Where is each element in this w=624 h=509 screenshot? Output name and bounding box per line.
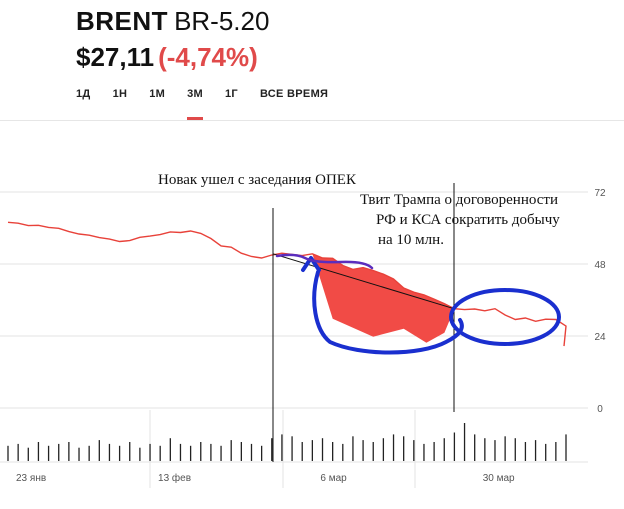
tab-1w[interactable]: 1Н	[112, 88, 128, 100]
hand-drawn-annotations	[275, 253, 561, 355]
chart-grid	[0, 191, 588, 488]
hand-drawn-highlight-stroke	[275, 253, 374, 270]
tab-all-time[interactable]: ВСЕ ВРЕМЯ	[259, 88, 329, 100]
ticker-title: BRENT BR-5.20	[76, 6, 269, 37]
hand-drawn-arrow-head	[301, 256, 321, 272]
y-tick-label: 48	[594, 260, 606, 271]
tab-1y[interactable]: 1Г	[225, 88, 238, 100]
volume-bars	[7, 423, 567, 461]
y-tick-label: 0	[597, 404, 603, 415]
y-tick-label: 72	[594, 188, 606, 199]
timeframe-tabs: 1Д 1Н 1М 3М 1Г ВСЕ ВРЕМЯ	[76, 88, 350, 120]
hand-drawn-arrow-curve	[312, 270, 464, 355]
x-tick-label: 13 фев	[158, 472, 191, 484]
event-markers	[272, 183, 455, 462]
annotation-trump-line-3: на 10 млн.	[378, 232, 444, 248]
price-change: (-4,74%)	[158, 42, 258, 72]
y-tick-label: 24	[594, 332, 606, 343]
tab-3m[interactable]: 3М	[187, 88, 204, 120]
hand-drawn-circle	[449, 288, 561, 346]
tab-1d[interactable]: 1Д	[76, 88, 91, 100]
annotation-novak: Новак ушел с заседания ОПЕК	[158, 172, 357, 188]
header-divider	[0, 120, 624, 121]
ticker-code: BR-5.20	[174, 6, 270, 36]
trend-line	[272, 253, 455, 310]
annotation-trump-line-1: Твит Трампа о договоренности	[360, 192, 558, 208]
x-tick-label: 6 мар	[320, 473, 347, 484]
x-axis-labels: 23 янв 13 фев 6 мар 30 мар	[16, 472, 515, 484]
annotation-trump-line-2: РФ и КСА сократить добычу	[376, 212, 560, 228]
x-tick-label: 23 янв	[16, 473, 46, 484]
price-value: $27,11	[76, 42, 155, 72]
y-axis-labels: 0 24 48 72	[594, 188, 606, 415]
x-tick-label: 30 мар	[483, 473, 515, 484]
price-series-line	[7, 221, 567, 347]
tab-1m[interactable]: 1М	[149, 88, 166, 100]
ticker-symbol: BRENT	[76, 6, 169, 36]
price-line: $27,11 (-4,74%)	[76, 42, 258, 73]
